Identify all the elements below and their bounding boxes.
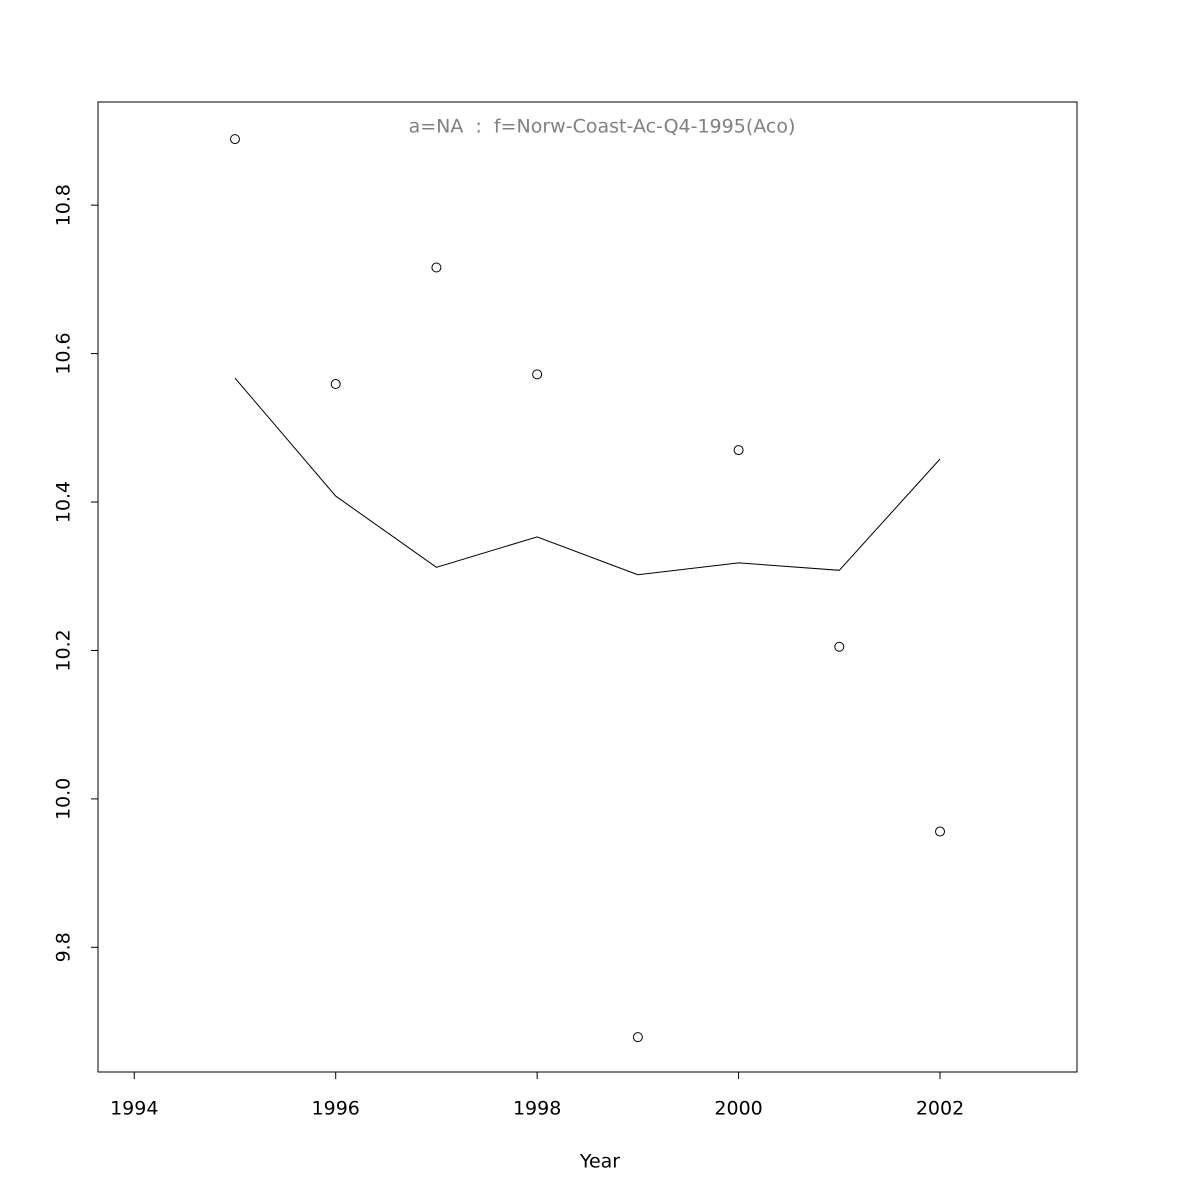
x-tick-label: 1998 — [513, 1098, 561, 1120]
x-tick-label: 2000 — [714, 1098, 762, 1120]
fit-line — [234, 377, 941, 576]
x-axis-label: Year — [579, 1151, 620, 1173]
data-point — [733, 445, 744, 456]
y-tick-label: 10.0 — [53, 778, 75, 820]
data-point — [935, 826, 946, 837]
plot-frame — [97, 101, 1078, 1073]
data-point — [834, 641, 845, 652]
data-point — [632, 1032, 643, 1043]
data-point — [330, 379, 341, 390]
y-tick-label: 10.2 — [53, 629, 75, 671]
data-point — [431, 262, 442, 273]
y-tick-label: 10.4 — [53, 481, 75, 523]
x-tick-label: 2002 — [916, 1098, 964, 1120]
y-tick-label: 10.8 — [53, 184, 75, 226]
data-point — [229, 134, 240, 145]
x-tick-label: 1996 — [312, 1098, 360, 1120]
data-point — [532, 369, 543, 380]
x-tick-label: 1994 — [110, 1098, 158, 1120]
y-tick-label: 10.6 — [53, 332, 75, 374]
y-tick-label: 9.8 — [53, 932, 75, 962]
chart-title: a=NA : f=Norw-Coast-Ac-Q4-1995(Aco) — [409, 116, 796, 138]
